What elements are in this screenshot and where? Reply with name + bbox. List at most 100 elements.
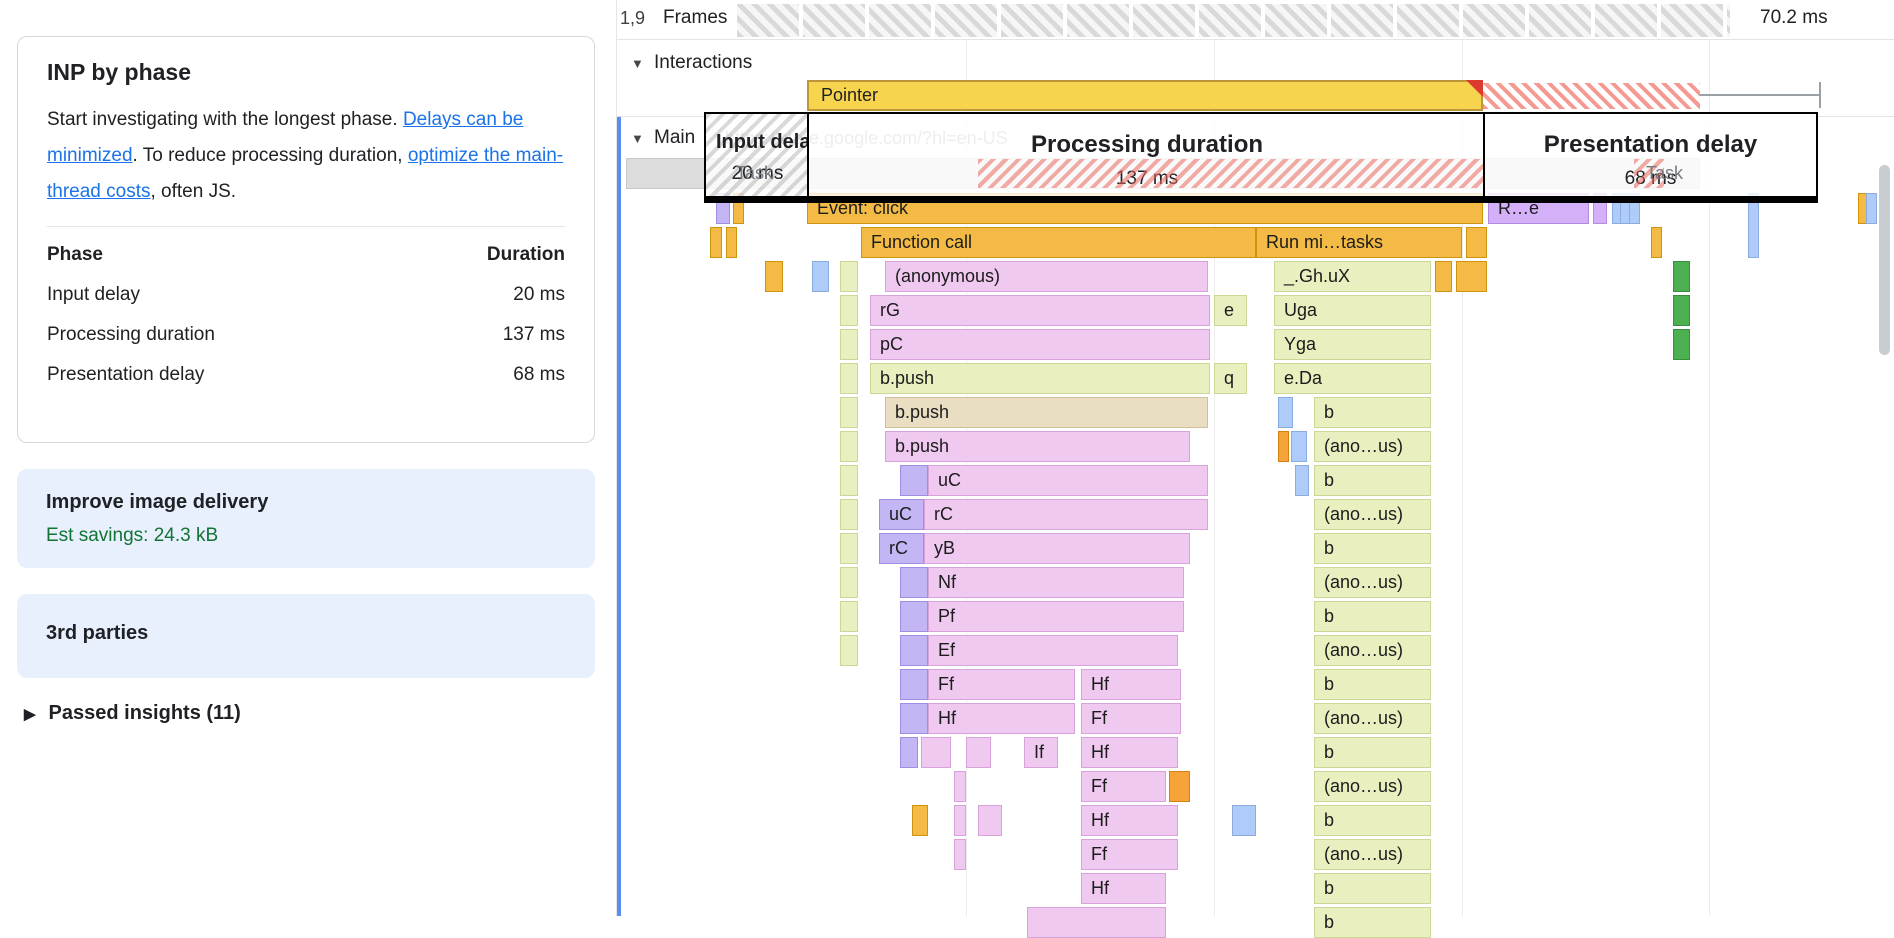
frames-filmstrip-hatch[interactable] bbox=[737, 4, 1730, 37]
flame-bar[interactable] bbox=[840, 465, 858, 496]
flame-bar[interactable] bbox=[1651, 227, 1662, 258]
flame-bar-b[interactable]: b bbox=[1314, 465, 1431, 496]
flame-bar-b[interactable]: b bbox=[1314, 533, 1431, 564]
flame-bar[interactable] bbox=[1291, 431, 1307, 462]
flame-bar[interactable] bbox=[912, 805, 928, 836]
flame-bar-uc[interactable]: uC bbox=[879, 499, 924, 530]
flame-bar-hf[interactable]: Hf bbox=[1081, 737, 1178, 768]
flame-bar-uc[interactable]: uC bbox=[928, 465, 1208, 496]
flame-bar[interactable] bbox=[966, 737, 991, 768]
flame-bar[interactable] bbox=[900, 601, 928, 632]
flame-bar[interactable] bbox=[1278, 431, 1289, 462]
flame-bar[interactable] bbox=[900, 737, 918, 768]
flame-bar--gh-ux[interactable]: _.Gh.uX bbox=[1274, 261, 1431, 292]
flame-bar-b[interactable]: b bbox=[1314, 907, 1431, 938]
flame-bar[interactable] bbox=[1295, 465, 1309, 496]
flame-bar[interactable] bbox=[812, 261, 829, 292]
flame-bar-run-mi-tasks[interactable]: Run mi…tasks bbox=[1256, 227, 1462, 258]
flame-bar-rc[interactable]: rC bbox=[879, 533, 924, 564]
flame-bar[interactable] bbox=[900, 635, 928, 666]
flame-bar-yga[interactable]: Yga bbox=[1274, 329, 1431, 360]
flame-bar[interactable] bbox=[840, 533, 858, 564]
flame-bar[interactable] bbox=[1027, 907, 1166, 938]
main-collapse-triangle-icon[interactable]: ▼ bbox=[631, 131, 644, 146]
flame-bar-ef[interactable]: Ef bbox=[928, 635, 1178, 666]
flame-bar-ff[interactable]: Ff bbox=[1081, 771, 1166, 802]
flame-bar--anonymous-[interactable]: (anonymous) bbox=[885, 261, 1208, 292]
flame-bar[interactable] bbox=[954, 771, 966, 802]
flame-bar-pf[interactable]: Pf bbox=[928, 601, 1184, 632]
flame-bar[interactable] bbox=[1278, 397, 1293, 428]
flame-bar-b-push[interactable]: b.push bbox=[870, 363, 1210, 394]
flame-bar-hf[interactable]: Hf bbox=[1081, 669, 1181, 700]
flame-bar[interactable] bbox=[1673, 329, 1690, 360]
flame-bar[interactable] bbox=[840, 567, 858, 598]
flame-bar-b[interactable]: b bbox=[1314, 805, 1431, 836]
flame-bar-hf[interactable]: Hf bbox=[928, 703, 1075, 734]
flame-bar[interactable] bbox=[840, 329, 858, 360]
flame-bar[interactable] bbox=[726, 227, 737, 258]
interactions-collapse-triangle-icon[interactable]: ▼ bbox=[631, 56, 644, 71]
flame-bar--ano-us-[interactable]: (ano…us) bbox=[1314, 499, 1431, 530]
flame-bar[interactable] bbox=[840, 261, 858, 292]
flame-bar--ano-us-[interactable]: (ano…us) bbox=[1314, 771, 1431, 802]
flame-bar-hf[interactable]: Hf bbox=[1081, 873, 1166, 904]
flame-bar[interactable] bbox=[710, 227, 722, 258]
flame-bar[interactable] bbox=[1673, 261, 1690, 292]
flame-bar-function-call[interactable]: Function call bbox=[861, 227, 1256, 258]
flame-bar-hf[interactable]: Hf bbox=[1081, 805, 1178, 836]
flame-bar[interactable] bbox=[900, 669, 928, 700]
flame-bar-nf[interactable]: Nf bbox=[928, 567, 1184, 598]
flame-bar-b[interactable]: b bbox=[1314, 873, 1431, 904]
flame-bar[interactable] bbox=[900, 567, 928, 598]
flame-bar-b[interactable]: b bbox=[1314, 601, 1431, 632]
flame-bar[interactable] bbox=[900, 465, 928, 496]
flame-bar-b-push[interactable]: b.push bbox=[885, 397, 1208, 428]
flame-bar--ano-us-[interactable]: (ano…us) bbox=[1314, 567, 1431, 598]
flame-bar[interactable] bbox=[840, 397, 858, 428]
flame-bar[interactable] bbox=[1232, 805, 1256, 836]
flame-bar-ff[interactable]: Ff bbox=[928, 669, 1075, 700]
flame-bar-rc[interactable]: rC bbox=[924, 499, 1208, 530]
flame-bar[interactable] bbox=[840, 601, 858, 632]
flame-bar-e[interactable]: e bbox=[1214, 295, 1247, 326]
flame-bar[interactable] bbox=[1673, 295, 1690, 326]
flame-bar-b[interactable]: b bbox=[1314, 397, 1431, 428]
pointer-interaction-bar[interactable]: Pointer bbox=[807, 80, 1483, 111]
flame-bar-ff[interactable]: Ff bbox=[1081, 839, 1178, 870]
flame-bar-e-da[interactable]: e.Da bbox=[1274, 363, 1431, 394]
flame-bar--ano-us-[interactable]: (ano…us) bbox=[1314, 635, 1431, 666]
flame-bar[interactable] bbox=[840, 363, 858, 394]
flame-bar-ff[interactable]: Ff bbox=[1081, 703, 1181, 734]
flame-bar-pc[interactable]: pC bbox=[870, 329, 1210, 360]
flame-bar--ano-us-[interactable]: (ano…us) bbox=[1314, 703, 1431, 734]
main-track-label[interactable]: Main bbox=[654, 127, 696, 148]
flame-bar[interactable] bbox=[840, 499, 858, 530]
passed-insights-toggle[interactable]: ▶ Passed insights (11) bbox=[24, 702, 241, 725]
flame-bar--ano-us-[interactable]: (ano…us) bbox=[1314, 839, 1431, 870]
interactions-track-label[interactable]: Interactions bbox=[654, 52, 753, 73]
flame-bar[interactable] bbox=[978, 805, 1002, 836]
flame-bar[interactable] bbox=[1456, 261, 1487, 292]
flame-bar-b-push[interactable]: b.push bbox=[885, 431, 1190, 462]
flame-bar[interactable] bbox=[921, 737, 951, 768]
flame-bar-b[interactable]: b bbox=[1314, 669, 1431, 700]
flame-bar-q[interactable]: q bbox=[1214, 363, 1247, 394]
flame-bar[interactable] bbox=[900, 703, 928, 734]
flame-bar[interactable] bbox=[765, 261, 783, 292]
flame-bar-yb[interactable]: yB bbox=[924, 533, 1190, 564]
flame-bar-if[interactable]: If bbox=[1024, 737, 1058, 768]
flame-bar[interactable] bbox=[954, 805, 966, 836]
improve-image-delivery-card[interactable]: Improve image delivery Est savings: 24.3… bbox=[17, 469, 595, 568]
flame-bar-uga[interactable]: Uga bbox=[1274, 295, 1431, 326]
flame-bar--ano-us-[interactable]: (ano…us) bbox=[1314, 431, 1431, 462]
flame-bar[interactable] bbox=[840, 635, 858, 666]
vertical-scrollbar-thumb[interactable] bbox=[1879, 165, 1890, 355]
flame-bar[interactable] bbox=[840, 295, 858, 326]
flame-bar[interactable] bbox=[840, 431, 858, 462]
inp-description-link[interactable]: Delays can be minimized bbox=[47, 109, 524, 166]
flame-bar[interactable] bbox=[954, 839, 966, 870]
flame-bar-b[interactable]: b bbox=[1314, 737, 1431, 768]
flame-bar-rg[interactable]: rG bbox=[870, 295, 1210, 326]
flame-bar[interactable] bbox=[1466, 227, 1487, 258]
